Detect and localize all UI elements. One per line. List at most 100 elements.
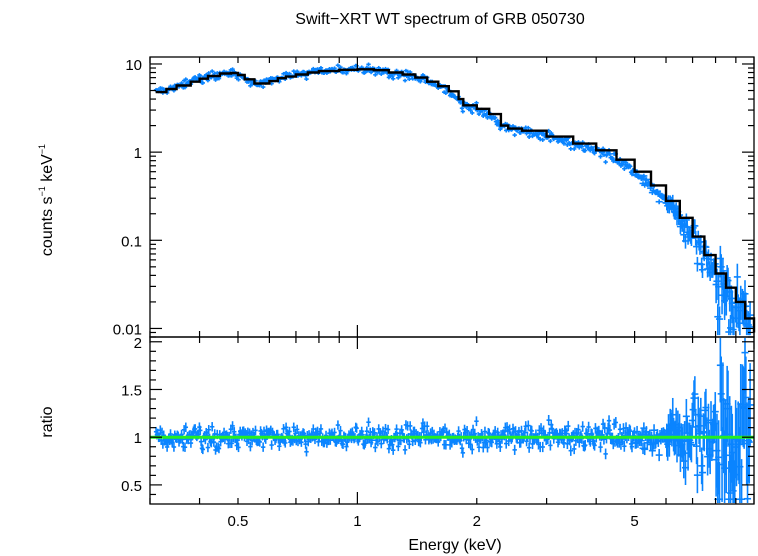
ratio-point [205, 442, 211, 453]
ratio-point [682, 398, 690, 434]
ratio-panel-frame [149, 336, 755, 505]
spectrum-data-points [153, 62, 754, 336]
ratio-point [669, 397, 677, 432]
ratio-point [303, 439, 308, 449]
ratio-point [606, 415, 612, 427]
ratio-point [248, 441, 253, 452]
spectrum-y-tick-labels: 0.01 0.1 1 10 [113, 57, 142, 338]
ratio-point [460, 447, 466, 458]
spectrum-point [192, 75, 198, 79]
y-tick-label: 1 [134, 145, 142, 162]
spectrum-ticks [149, 57, 755, 338]
ratio-point [526, 442, 532, 453]
ratio-point [688, 402, 696, 439]
y-tick-label: 10 [125, 57, 142, 74]
ratio-point [332, 427, 337, 438]
ratio-point [546, 414, 551, 426]
spectrum-point [396, 75, 401, 80]
ratio-point [449, 437, 455, 448]
ratio-point [744, 457, 752, 503]
x-tick-labels: 0.5 1 2 5 [228, 513, 639, 530]
ratio-point [648, 444, 656, 457]
ratio-point [735, 404, 743, 485]
ratio-point [745, 400, 753, 484]
ratio-point [494, 438, 500, 449]
ratio-y-axis-label: ratio [39, 406, 56, 437]
ratio-data-points [153, 338, 754, 503]
ratio-point [315, 426, 320, 436]
spectrum-point [715, 274, 723, 306]
ratio-point [182, 442, 188, 452]
spectrum-model-line [155, 68, 756, 333]
ratio-point [206, 425, 211, 435]
ratio-point [621, 423, 626, 435]
ratio-point [424, 421, 430, 431]
spectrum-point [476, 112, 482, 117]
ratio-point [583, 439, 588, 451]
ratio-point [601, 433, 607, 445]
spectrum-point [598, 154, 603, 159]
ratio-point [304, 447, 309, 457]
ratio-point [281, 424, 286, 434]
spectrum-point [548, 139, 553, 144]
ratio-point [693, 457, 701, 494]
ratio-point [364, 426, 370, 436]
ratio-point [566, 420, 571, 432]
ratio-point [456, 426, 461, 436]
spectrum-point [311, 66, 316, 71]
ratio-point [482, 426, 488, 437]
ratio-point [229, 438, 234, 448]
ratio-point [362, 438, 368, 448]
ratio-point [232, 427, 237, 437]
ratio-point [335, 420, 341, 430]
spectrum-point [183, 77, 189, 82]
ratio-point [183, 422, 189, 432]
ratio-point [253, 425, 258, 436]
spectrum-point [610, 156, 615, 161]
ratio-point [580, 421, 585, 432]
ratio-point [741, 338, 749, 394]
spectrum-point [526, 134, 532, 139]
ratio-point [565, 438, 570, 450]
ratio-point [540, 441, 545, 453]
ratio-point [443, 440, 449, 450]
ratio-point [738, 459, 746, 503]
spectrum-point [583, 148, 588, 153]
ratio-point [188, 438, 194, 448]
ratio-point [633, 425, 641, 438]
ratio-point [698, 447, 706, 485]
x-tick-label: 2 [473, 513, 481, 530]
ratio-point [373, 442, 378, 453]
ratio-point [283, 422, 289, 432]
spectrum-point [607, 151, 613, 157]
ratio-point [291, 422, 296, 432]
ratio-point [198, 425, 203, 436]
ratio-point [628, 425, 633, 437]
ratio-point [503, 438, 509, 449]
ratio-point [277, 441, 282, 451]
ratio-point [498, 441, 503, 452]
ratio-point [512, 444, 517, 455]
ratio-point [200, 444, 206, 455]
spectrum-point [693, 256, 701, 272]
spectrum-point [485, 115, 490, 120]
spectrum-point [561, 141, 567, 146]
spectrum-point [443, 91, 449, 95]
ratio-point [516, 426, 522, 438]
spectrum-point [236, 77, 241, 82]
ratio-point [592, 440, 597, 451]
ratio-point [742, 356, 750, 439]
ratio-point [171, 442, 177, 452]
ratio-point [607, 424, 613, 436]
ratio-y-tick-labels: 0.5 1 1.5 2 [121, 335, 142, 495]
y-tick-label: 0.01 [113, 321, 142, 338]
y-tick-label: 2 [134, 335, 142, 352]
spectrum-point [402, 78, 408, 83]
ratio-point [613, 417, 619, 428]
ratio-point [696, 415, 704, 452]
spectrum-point [459, 106, 465, 111]
y-tick-label: 0.1 [121, 233, 142, 250]
ratio-point [711, 392, 719, 432]
ratio-point [699, 413, 707, 451]
ratio-point [641, 443, 649, 456]
